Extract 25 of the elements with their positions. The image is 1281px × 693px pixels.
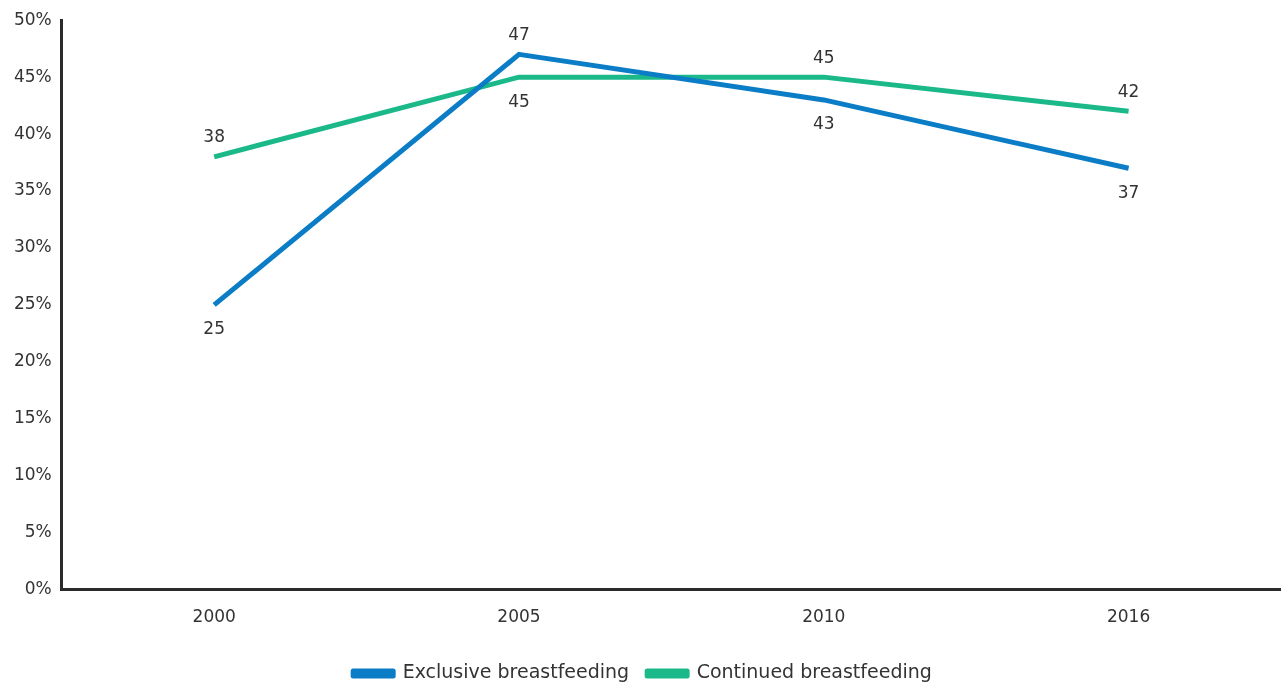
legend-label: Continued breastfeeding (696, 660, 932, 683)
data-label: 45 (508, 90, 530, 111)
data-label: 45 (812, 46, 835, 67)
y-tick-label: 40% (13, 122, 52, 143)
x-tick-label: 2000 (192, 606, 236, 627)
data-label: 38 (203, 126, 226, 147)
y-tick-label: 45% (13, 65, 52, 86)
y-tick-label: 35% (13, 179, 52, 200)
y-tick-label: 30% (13, 236, 52, 257)
legend-label: Exclusive breastfeeding (402, 660, 630, 683)
y-tick-label: 50% (13, 8, 52, 29)
y-tick-label: 5% (24, 521, 52, 542)
x-tick-label: 2005 (497, 606, 541, 627)
data-label: 25 (203, 318, 226, 339)
x-tick-label: 2010 (802, 606, 846, 627)
y-tick-label: 25% (13, 293, 52, 314)
y-tick-label: 20% (13, 350, 52, 371)
y-tick-label: 10% (13, 464, 52, 485)
data-label: 43 (812, 113, 835, 134)
x-tick-label: 2016 (1106, 606, 1151, 627)
y-tick-label: 15% (13, 407, 52, 428)
data-label: 47 (508, 23, 530, 44)
y-tick-label: 0% (24, 578, 52, 599)
data-label: 42 (1117, 80, 1140, 101)
data-label: 37 (1117, 181, 1140, 202)
